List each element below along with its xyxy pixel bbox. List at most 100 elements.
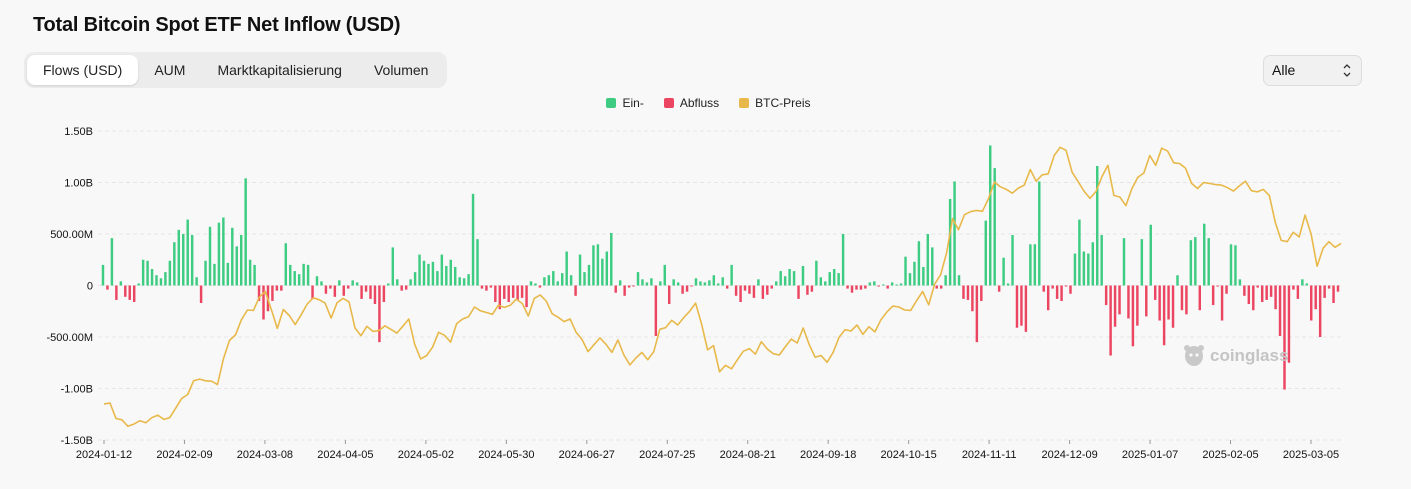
outflow-bar <box>1323 285 1326 298</box>
inflow-bar <box>355 282 359 286</box>
outflow-bar <box>877 285 880 287</box>
outflow-bar <box>1292 285 1295 290</box>
outflow-bar <box>1278 285 1282 336</box>
outflow-bar <box>734 285 738 296</box>
inflow-bar <box>984 220 987 286</box>
outflow-bar <box>1185 285 1188 315</box>
outflow-bar <box>106 285 109 290</box>
inflow-bar <box>458 277 461 286</box>
inflow-bar <box>351 280 354 286</box>
outflow-bar <box>855 285 858 290</box>
outflow-bar <box>654 285 658 336</box>
outflow-bar <box>752 285 756 298</box>
outflow-bar <box>1167 285 1170 320</box>
outflow-bar <box>1064 285 1068 287</box>
legend-item-outflow[interactable]: Abfluss <box>658 96 719 110</box>
inflow-bar <box>1301 279 1304 286</box>
inflow-bar <box>297 274 301 286</box>
inflow-bar <box>837 273 840 286</box>
outflow-bar <box>271 285 274 301</box>
legend-label-btc-price: BTC-Preis <box>755 96 811 110</box>
outflow-bar <box>280 285 283 291</box>
outflow-bar <box>1252 285 1255 311</box>
tab-aum[interactable]: AUM <box>154 62 186 78</box>
inflow-bar <box>150 269 154 286</box>
time-range-select[interactable]: Alle <box>1263 55 1362 86</box>
inflow-bar <box>1149 224 1152 286</box>
inflow-bar <box>1082 251 1086 286</box>
x-tick-label: 2025-02-05 <box>1202 449 1258 461</box>
inflow-bar <box>141 259 145 286</box>
outflow-bar <box>1180 285 1184 311</box>
inflow-bar <box>1002 257 1005 286</box>
inflow-bar <box>226 262 230 286</box>
outflow-bar <box>1046 285 1050 311</box>
legend-item-btc-price[interactable]: BTC-Preis <box>733 96 811 110</box>
inflow-bar <box>694 278 698 286</box>
inflow-bar <box>663 264 666 286</box>
inflow-bar <box>717 283 720 286</box>
btc-price-swatch <box>739 98 750 108</box>
tab-flows-usd[interactable]: Flows (USD) <box>27 55 139 85</box>
inflow-bar <box>904 256 907 286</box>
tab-volume[interactable]: Volumen <box>373 62 429 78</box>
inflow-bar <box>703 282 707 286</box>
inflow-bar <box>1194 237 1197 286</box>
outflow-bar <box>668 285 671 305</box>
outflow-bar <box>1158 285 1161 321</box>
x-tick-label: 2024-03-08 <box>237 449 293 461</box>
inflow-bar <box>931 247 934 286</box>
inflow-bar <box>244 178 247 286</box>
outflow-bar <box>378 285 381 343</box>
outflow-bar <box>275 285 279 291</box>
outflow-bar <box>725 285 729 289</box>
inflow-bar <box>137 283 140 286</box>
legend-item-inflow[interactable]: Ein- <box>600 96 644 110</box>
inflow-bar <box>890 282 894 286</box>
inflow-bar <box>436 271 439 286</box>
outflow-bar <box>766 285 769 295</box>
inflow-bar <box>1073 253 1077 286</box>
outflow-bar <box>494 285 497 302</box>
x-tick-label: 2024-09-18 <box>800 449 856 461</box>
inflow-bar <box>110 238 114 286</box>
outflow-bar <box>690 285 693 287</box>
outflow-bar <box>886 285 889 289</box>
inflow-bar <box>993 168 996 286</box>
inflow-bar <box>284 243 288 286</box>
outflow-bar <box>1136 285 1139 326</box>
outflow-bar <box>132 285 136 302</box>
inflow-bar <box>659 281 662 286</box>
inflow-bar <box>431 261 435 286</box>
inflow-bar <box>882 284 885 286</box>
tab-market-cap[interactable]: Marktkapitalisierung <box>217 62 342 78</box>
inflow-bar <box>396 279 399 286</box>
coinglass-logo-icon <box>1184 345 1204 366</box>
inflow-bar <box>801 265 805 286</box>
outflow-bar <box>128 285 131 300</box>
inflow-bar <box>1100 235 1103 286</box>
inflow-bar <box>944 275 947 286</box>
inflow-bar <box>757 279 760 286</box>
outflow-bar <box>574 285 577 296</box>
inflow-bar <box>650 278 653 286</box>
inflow-bar <box>868 282 872 286</box>
outflow-bar <box>480 285 484 289</box>
inflow-bar <box>832 269 836 286</box>
outflow-bar <box>806 285 809 295</box>
outflow-bar <box>1243 285 1246 296</box>
outflow-bar <box>966 285 970 300</box>
inflow-bar <box>824 281 827 286</box>
inflow-bar <box>592 245 595 286</box>
y-tick-label: 1.00B <box>64 178 93 190</box>
inflow-bar <box>119 281 123 286</box>
outflow-bar <box>1055 285 1059 299</box>
outflow-bar <box>1015 285 1019 328</box>
inflow-bar <box>819 277 823 286</box>
inflow-bar <box>712 275 716 286</box>
inflow-bar <box>1011 235 1014 286</box>
y-tick-label: 500.00M <box>50 229 93 241</box>
outflow-bar <box>311 285 314 299</box>
page-title: Total Bitcoin Spot ETF Net Inflow (USD) <box>33 14 401 36</box>
